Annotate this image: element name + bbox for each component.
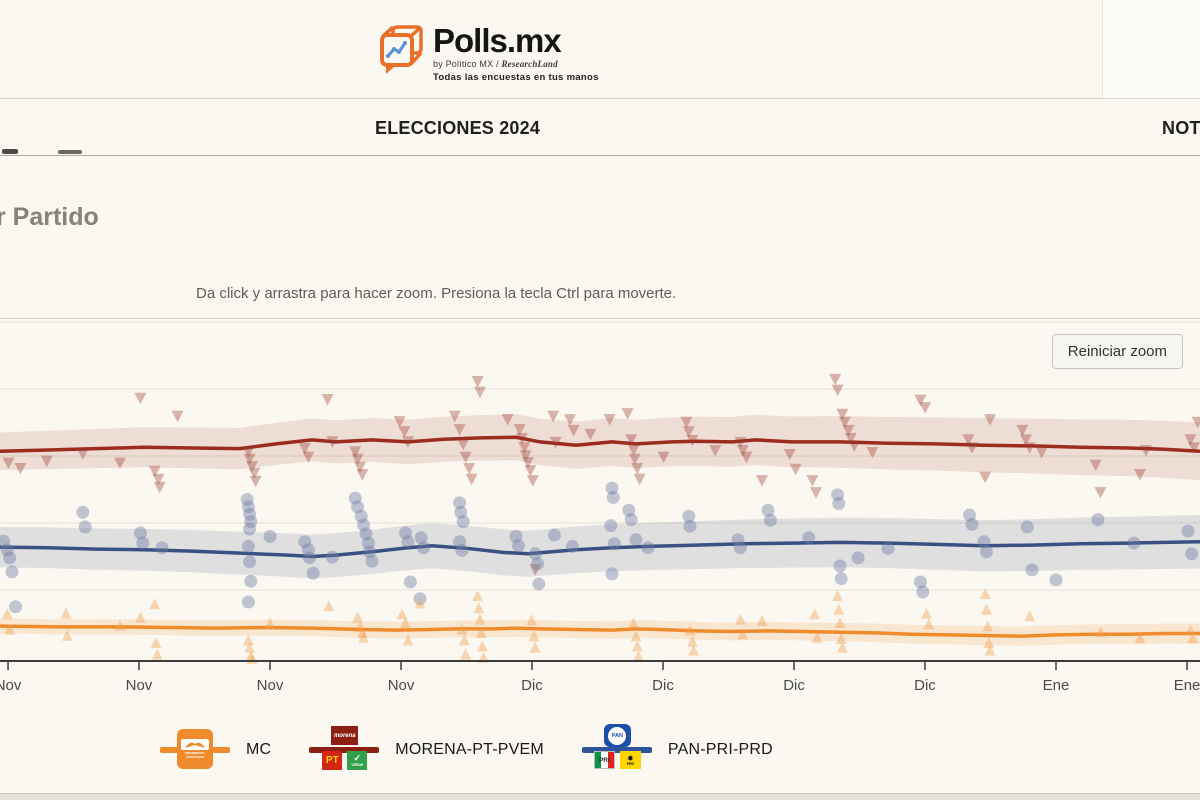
- brand-name: Polls.mx: [433, 22, 562, 59]
- clipped-text-fragment: [58, 150, 82, 154]
- MC-trend-line: [0, 624, 1200, 638]
- x-axis-tick-label: Dic: [783, 677, 805, 694]
- header-right-pane: [1103, 0, 1200, 98]
- legend-item-mc[interactable]: MOVIMIENTO CIUDADANO MC: [160, 724, 271, 776]
- pan-pri-prd-party-logo: PAN PRI ✹ PRD: [581, 724, 652, 776]
- x-axis-tick-label: Nov: [388, 677, 415, 694]
- PAN-PRI-PRD-trend-line: [0, 539, 1200, 559]
- nav-bar: ELECCIONES 2024 NOT: [0, 100, 1200, 156]
- pan-logo-square: PAN: [603, 724, 631, 747]
- x-axis-tick-label: Ene: [1043, 677, 1070, 694]
- x-axis-tick-label: Ene: [1174, 677, 1200, 694]
- brand-logo[interactable]: Polls.mx by Político MX / ResearchLand T…: [378, 24, 599, 83]
- MORENA-PT-PVEM-poll-points: [2, 373, 1200, 576]
- MORENA-PT-PVEM-confidence-band: [0, 414, 1200, 481]
- x-axis-tick-label: Nov: [0, 677, 22, 694]
- x-axis-tick-label: Dic: [914, 677, 936, 694]
- brand-byline: by Político MX / ResearchLand: [433, 59, 558, 69]
- legend-label-morena-pt-pvem: MORENA-PT-PVEM: [395, 741, 544, 758]
- morena-pt-pvem-party-logo: morena PT ✓ VERDE: [309, 724, 380, 776]
- x-axis-tick-label: Nov: [257, 677, 284, 694]
- MC-poll-points: [1, 588, 1199, 665]
- legend-label-mc: MC: [246, 741, 272, 758]
- pt-logo-square: PT: [322, 751, 343, 770]
- brand-tagline: Todas las encuestas en tus manos: [433, 72, 599, 83]
- gridlines: [0, 321, 1200, 591]
- x-axis-tick-label: Dic: [521, 677, 543, 694]
- chart-plot-area[interactable]: Nov Nov Nov Nov Dic Dic Dic Dic Ene Ene: [0, 319, 1200, 701]
- pollsmx-cube-icon: [380, 25, 423, 74]
- morena-legend-line: [309, 747, 380, 753]
- pvem-logo-square: ✓ VERDE: [347, 751, 368, 770]
- legend-item-morena-pt-pvem[interactable]: morena PT ✓ VERDE MORENA-PT-PVEM: [309, 724, 544, 776]
- page-title-partial: r Partido: [0, 203, 99, 231]
- poll-trend-chart: Nov Nov Nov Nov Dic Dic Dic Dic Ene Ene Reiniciar…: [0, 318, 1200, 700]
- nav-item-elecciones-2024[interactable]: ELECCIONES 2024: [375, 118, 541, 138]
- legend-label-pan-pri-prd: PAN-PRI-PRD: [667, 741, 773, 758]
- prd-logo-square: ✹ PRD: [619, 751, 641, 769]
- legend-item-pan-pri-prd[interactable]: PAN PRI ✹ PRD PAN-PRI-PRD: [581, 724, 773, 776]
- nav-item-noticias-truncated[interactable]: NOT: [1162, 118, 1200, 138]
- header: Polls.mx by Político MX / ResearchLand T…: [0, 0, 1200, 99]
- x-axis-tick-label: Nov: [126, 677, 153, 694]
- pan-legend-line: [581, 747, 652, 753]
- clipped-text-fragment: [2, 149, 18, 154]
- PAN-PRI-PRD-confidence-band: [0, 514, 1200, 579]
- MORENA-PT-PVEM-trend-line: [0, 435, 1200, 454]
- zoom-hint-text: Da click y arrastra para hacer zoom. Pre…: [196, 285, 677, 302]
- morena-logo-square: morena: [331, 726, 359, 745]
- x-axis-tick-label: Dic: [652, 677, 674, 694]
- pri-logo-square: PRI: [593, 751, 615, 769]
- MC-confidence-band: [0, 618, 1200, 646]
- chart-legend: MOVIMIENTO CIUDADANO MC morena PT ✓ VERD…: [160, 724, 773, 776]
- bottom-section-edge: [0, 793, 1200, 800]
- x-axis: Nov Nov Nov Nov Dic Dic Dic Dic Ene Ene: [0, 660, 1200, 694]
- mc-party-logo: MOVIMIENTO CIUDADANO: [160, 724, 230, 776]
- reset-zoom-button[interactable]: Reiniciar zoom: [1051, 334, 1183, 369]
- header-vertical-divider: [1102, 0, 1103, 98]
- mc-eagle-icon: [181, 739, 209, 750]
- PAN-PRI-PRD-poll-points: [0, 481, 1199, 614]
- mc-logo-square: MOVIMIENTO CIUDADANO: [177, 729, 213, 769]
